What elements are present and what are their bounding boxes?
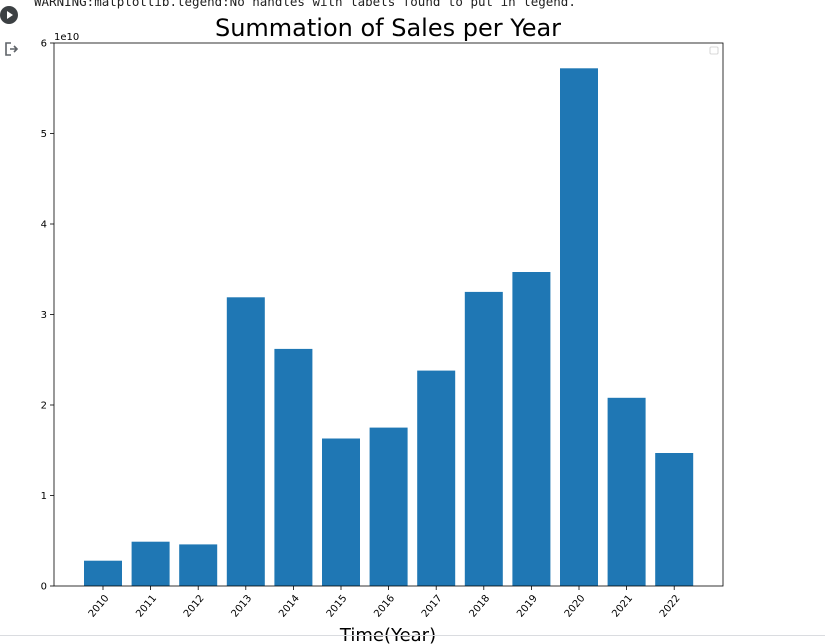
x-tick-label-2014: 2014 <box>277 593 302 620</box>
y-axis: 0 1 2 3 4 5 6 <box>41 39 54 593</box>
play-icon <box>7 11 13 19</box>
run-cell-button[interactable] <box>0 6 18 24</box>
bar-2019 <box>512 272 551 586</box>
x-tick-label-2013: 2013 <box>229 593 254 620</box>
x-tick-label-2012: 2012 <box>182 593 207 620</box>
x-tick-label-2020: 2020 <box>563 593 588 620</box>
bar-2010 <box>84 560 122 586</box>
y-offset-label: 1e10 <box>54 32 79 43</box>
x-tick-label-2018: 2018 <box>467 593 492 620</box>
bar-2011 <box>131 541 170 586</box>
y-tick-label-0: 0 <box>41 582 47 593</box>
bar-2015 <box>322 438 360 586</box>
y-tick-label-3: 3 <box>41 310 47 321</box>
y-tick-label-6: 6 <box>41 39 47 50</box>
empty-legend-box <box>709 46 719 55</box>
y-tick-label-2: 2 <box>41 401 47 412</box>
plot-frame <box>53 42 724 587</box>
x-tick-label-2017: 2017 <box>420 593 445 620</box>
bar-2017 <box>417 370 456 586</box>
bar-2021 <box>607 397 646 586</box>
bar-2016 <box>369 427 408 586</box>
x-axis: 2010 2011 2012 2013 2014 2015 2016 2017 2018 2019… <box>87 586 683 620</box>
bar-2013 <box>226 297 265 586</box>
chart-title: Summation of Sales per Year <box>215 14 561 42</box>
x-tick-label-2010: 2010 <box>87 593 112 620</box>
x-tick-label-2015: 2015 <box>325 593 350 620</box>
output-arrow-icon <box>3 41 19 57</box>
y-tick-label-4: 4 <box>41 220 47 231</box>
x-tick-label-2016: 2016 <box>372 593 397 620</box>
x-tick-label-2019: 2019 <box>515 593 540 620</box>
x-tick-label-2011: 2011 <box>134 593 159 620</box>
bar-2014 <box>274 348 313 586</box>
bar-2022 <box>655 453 694 586</box>
cell-bottom-border <box>0 635 825 636</box>
bar-2012 <box>179 544 218 586</box>
x-tick-label-2022: 2022 <box>658 593 683 620</box>
bar-2020 <box>560 68 598 587</box>
cell-output-text: WARNING:matplotlib.legend:No handles wit… <box>34 0 576 9</box>
y-tick-label-1: 1 <box>41 491 47 502</box>
bars-group <box>84 68 694 587</box>
x-axis-label: Time(Year) <box>339 625 436 644</box>
x-tick-label-2021: 2021 <box>610 593 635 620</box>
bar-2018 <box>464 291 503 586</box>
y-tick-label-5: 5 <box>41 129 47 140</box>
